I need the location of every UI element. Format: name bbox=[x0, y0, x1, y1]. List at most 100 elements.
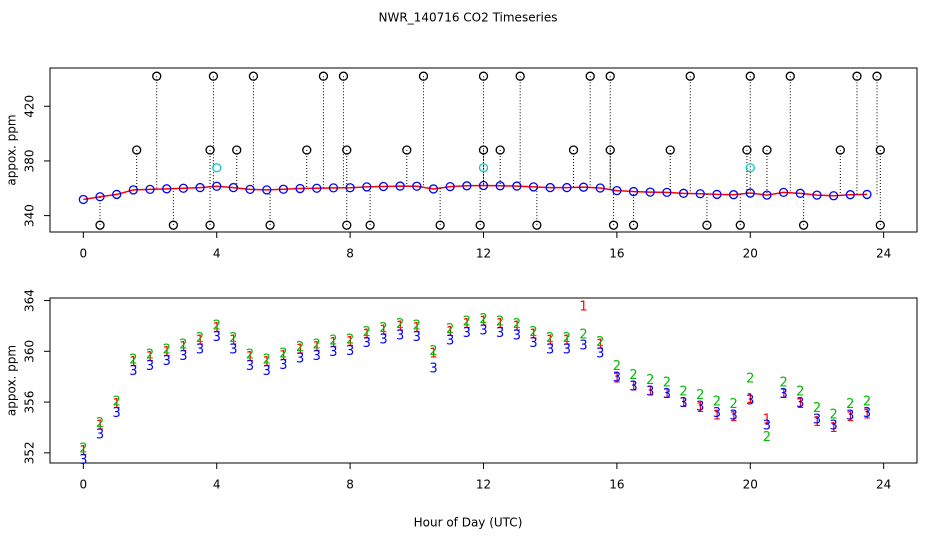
point bbox=[645, 187, 655, 197]
point-glyph: 1 bbox=[396, 320, 404, 335]
point bbox=[515, 71, 525, 81]
point-glyph: 1 bbox=[846, 410, 854, 425]
point-glyph: 1 bbox=[179, 340, 187, 355]
point-glyph: 1 bbox=[563, 334, 571, 349]
point bbox=[875, 220, 885, 230]
point-glyph: 3 bbox=[229, 343, 237, 358]
point bbox=[695, 189, 705, 199]
point-glyph: 2 bbox=[613, 359, 621, 374]
point-glyph: 1 bbox=[363, 327, 371, 342]
point bbox=[562, 182, 572, 193]
point bbox=[478, 163, 489, 173]
point-glyph: 3 bbox=[529, 336, 537, 351]
point bbox=[512, 181, 522, 191]
x-tick-label: 24 bbox=[876, 247, 891, 261]
point bbox=[795, 188, 805, 198]
point bbox=[728, 190, 739, 200]
point bbox=[162, 184, 172, 194]
point bbox=[495, 181, 505, 191]
point-glyph: 3 bbox=[746, 393, 754, 408]
point bbox=[168, 220, 179, 230]
point-glyph: 1 bbox=[713, 409, 721, 424]
point-glyph: 1 bbox=[546, 334, 554, 349]
point-glyph: 1 bbox=[113, 397, 121, 412]
point bbox=[212, 181, 222, 191]
point-glyph: 1 bbox=[813, 415, 821, 430]
point bbox=[445, 181, 455, 192]
point-glyph: 2 bbox=[279, 346, 287, 361]
point bbox=[628, 186, 639, 197]
point-glyph: 1 bbox=[263, 355, 271, 370]
point bbox=[362, 182, 372, 192]
point-glyph: 3 bbox=[296, 351, 304, 366]
point-glyph: 1 bbox=[529, 327, 537, 342]
point bbox=[628, 220, 639, 230]
y-tick-label: 352 bbox=[23, 441, 37, 464]
point bbox=[378, 181, 389, 192]
point-glyph: 1 bbox=[413, 321, 421, 336]
point bbox=[745, 163, 755, 173]
point-glyph: 1 bbox=[613, 372, 621, 387]
point-glyph: 2 bbox=[496, 315, 504, 330]
point-glyph: 3 bbox=[813, 412, 821, 427]
point bbox=[262, 185, 272, 195]
point bbox=[545, 182, 555, 193]
point-glyph: 2 bbox=[363, 325, 371, 340]
point-glyph: 3 bbox=[763, 419, 771, 434]
point-glyph: 2 bbox=[346, 332, 354, 347]
point-glyph: 3 bbox=[79, 453, 87, 468]
x-tick-label: 20 bbox=[743, 478, 758, 492]
point-glyph: 2 bbox=[713, 395, 721, 410]
point-glyph: 1 bbox=[163, 345, 171, 360]
point-glyph: 1 bbox=[629, 379, 637, 394]
point bbox=[528, 182, 539, 192]
point-glyph: 1 bbox=[346, 335, 354, 350]
point bbox=[395, 181, 405, 191]
point bbox=[835, 145, 845, 155]
point bbox=[762, 190, 772, 200]
point-glyph: 1 bbox=[196, 334, 204, 349]
point-glyph: 1 bbox=[696, 401, 704, 416]
point-glyph: 1 bbox=[296, 343, 304, 358]
point-glyph: 3 bbox=[179, 349, 187, 364]
point-glyph: 2 bbox=[596, 335, 604, 350]
point bbox=[608, 220, 619, 230]
point-glyph: 1 bbox=[513, 320, 521, 335]
y-tick-label: 380 bbox=[23, 149, 37, 172]
point-glyph: 3 bbox=[363, 336, 371, 351]
point-glyph: 1 bbox=[96, 419, 104, 434]
point-glyph: 2 bbox=[413, 318, 421, 333]
point bbox=[812, 190, 822, 200]
point bbox=[78, 194, 88, 205]
point-glyph: 3 bbox=[113, 406, 121, 421]
point-glyph: 3 bbox=[829, 419, 837, 434]
point bbox=[342, 220, 352, 230]
point bbox=[662, 187, 672, 198]
point-glyph: 1 bbox=[446, 325, 454, 340]
point-glyph: 1 bbox=[379, 324, 387, 339]
x-tick-label: 4 bbox=[213, 247, 221, 261]
point bbox=[295, 183, 305, 194]
point-glyph: 2 bbox=[696, 388, 704, 403]
point-glyph: 3 bbox=[146, 359, 154, 374]
point bbox=[678, 188, 689, 198]
point-glyph: 3 bbox=[163, 354, 171, 369]
point bbox=[778, 187, 789, 198]
point-glyph: 2 bbox=[163, 343, 171, 358]
point-glyph: 3 bbox=[479, 324, 487, 339]
point-glyph: 2 bbox=[829, 407, 837, 422]
point-glyph: 2 bbox=[563, 331, 571, 346]
point bbox=[228, 182, 239, 193]
point bbox=[745, 188, 755, 198]
point bbox=[232, 145, 242, 155]
x-tick-label: 0 bbox=[80, 478, 88, 492]
point-glyph: 3 bbox=[396, 329, 404, 344]
point-glyph: 1 bbox=[863, 407, 871, 422]
point bbox=[412, 181, 422, 191]
point-glyph: 3 bbox=[246, 359, 254, 374]
x-tick-label: 16 bbox=[609, 478, 624, 492]
point-glyph: 1 bbox=[646, 384, 654, 399]
point-glyph: 2 bbox=[213, 318, 221, 333]
x-tick-label: 8 bbox=[346, 247, 354, 261]
